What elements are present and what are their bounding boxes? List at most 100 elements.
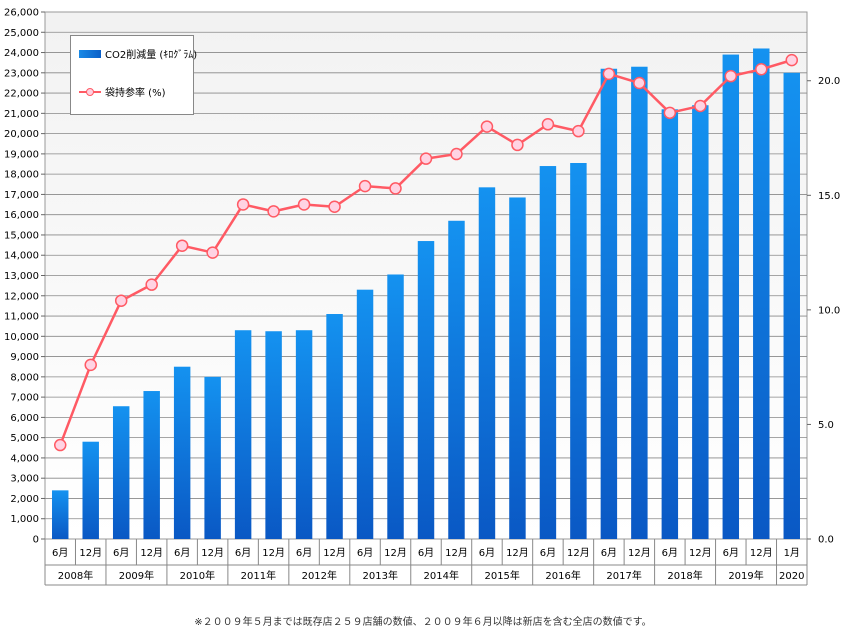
- rate-point: [572, 124, 585, 138]
- x-year-label: 2015年: [484, 569, 519, 582]
- rate-point: [206, 246, 219, 259]
- bar: [112, 406, 130, 539]
- x-tick-label: 6月: [113, 547, 129, 559]
- left-tick-label: 15,000: [4, 230, 39, 241]
- left-tick-label: 23,000: [4, 68, 39, 79]
- x-tick-label: 6月: [174, 547, 190, 559]
- x-year-label: 2008年: [58, 569, 93, 582]
- bar: [600, 68, 618, 539]
- left-tick-label: 0: [33, 535, 39, 546]
- left-tick-label: 11,000: [4, 312, 39, 323]
- x-tick-label: 12月: [689, 547, 712, 559]
- left-tick-label: 25,000: [4, 28, 39, 39]
- bar: [570, 163, 587, 539]
- left-tick-label: 8,000: [10, 372, 39, 383]
- x-year-label: 2017年: [606, 569, 641, 582]
- x-tick-label: 12月: [628, 547, 651, 559]
- legend-item-bar: CO2削減量 (ｷﾛｸﾞﾗﾑ): [79, 46, 197, 61]
- bar: [387, 274, 404, 539]
- rate-point: [297, 198, 311, 211]
- bar: [753, 48, 770, 539]
- rate-point: [267, 205, 280, 218]
- left-tick-label: 9,000: [10, 352, 39, 363]
- rate-point: [724, 69, 738, 83]
- left-tick-label: 2,000: [10, 494, 39, 505]
- rate-point: [358, 179, 372, 193]
- rate-point: [114, 294, 128, 307]
- x-tick-label: 12月: [201, 547, 224, 559]
- right-tick-label: 5.0: [818, 420, 834, 431]
- left-tick-label: 12,000: [4, 291, 39, 302]
- x-tick-label: 12月: [323, 547, 346, 559]
- bar: [173, 366, 191, 539]
- x-year-label: 2010年: [180, 569, 215, 582]
- x-tick-label: 12月: [567, 547, 590, 559]
- x-year-label: 2018年: [667, 569, 702, 582]
- x-tick-label: 6月: [357, 547, 373, 559]
- left-tick-label: 1,000: [10, 514, 39, 525]
- x-tick-label: 6月: [540, 547, 556, 559]
- right-axis: 0.0 5.0 10.0 15.0 20.0: [807, 76, 840, 546]
- bar: [52, 490, 69, 539]
- left-tick-label: 19,000: [4, 149, 39, 160]
- x-tick-label: 12月: [79, 547, 102, 559]
- x-year-label: 2009年: [119, 569, 154, 582]
- rate-point: [663, 106, 677, 120]
- rate-point: [450, 147, 463, 161]
- x-tick-label: 12月: [384, 547, 407, 559]
- bar: [204, 376, 221, 539]
- right-tick-label: 20.0: [818, 76, 840, 87]
- x-year-label: 2020: [779, 571, 804, 582]
- rate-point: [389, 182, 402, 195]
- rate-point: [602, 67, 616, 81]
- x-year-label: 2019年: [728, 569, 763, 582]
- rate-point: [694, 99, 707, 113]
- bar: [783, 72, 800, 540]
- x-tick-label: 6月: [723, 547, 739, 559]
- left-tick-label: 7,000: [10, 393, 39, 404]
- legend-item-line: 袋持参率 (%): [79, 84, 165, 99]
- right-tick-label: 15.0: [818, 191, 840, 202]
- left-tick-label: 14,000: [4, 251, 39, 262]
- rate-point: [633, 76, 646, 90]
- bar: [265, 331, 282, 539]
- left-tick-label: 3,000: [10, 474, 39, 485]
- left-tick-label: 26,000: [4, 8, 39, 19]
- rate-point: [480, 120, 494, 133]
- legend-bar-swatch: [79, 49, 101, 58]
- left-tick-label: 18,000: [4, 170, 39, 181]
- bar: [356, 289, 374, 539]
- x-tick-label: 6月: [52, 547, 68, 559]
- left-tick-label: 24,000: [4, 48, 39, 59]
- x-year-label: 2012年: [302, 569, 337, 582]
- bar: [661, 109, 679, 540]
- left-tick-label: 17,000: [4, 190, 39, 201]
- bar: [448, 220, 465, 539]
- x-tick-label: 6月: [418, 547, 434, 559]
- left-tick-label: 6,000: [10, 413, 39, 424]
- legend-bar-label: CO2削減量 (ｷﾛｸﾞﾗﾑ): [105, 50, 198, 61]
- x-tick-label: 12月: [506, 547, 529, 559]
- rate-point: [785, 53, 799, 67]
- x-tick-label: 12月: [445, 547, 468, 559]
- bar: [234, 330, 252, 539]
- rate-point: [541, 118, 555, 131]
- left-tick-label: 20,000: [4, 129, 39, 140]
- bar-series: [52, 48, 800, 540]
- left-tick-label: 13,000: [4, 271, 39, 282]
- left-tick-label: 10,000: [4, 332, 39, 343]
- bar: [82, 441, 99, 539]
- rate-point: [236, 198, 250, 211]
- x-tick-label: 6月: [662, 547, 678, 559]
- x-tick-label: 12月: [262, 547, 285, 559]
- bar: [692, 105, 709, 539]
- left-tick-label: 16,000: [4, 210, 39, 221]
- rate-point: [328, 200, 341, 214]
- bar: [509, 197, 526, 540]
- left-axis: 0 1,000 2,000 3,000 4,000 5,000 6,000 7,000 8,00…: [4, 8, 45, 546]
- x-year-label: 2013年: [363, 569, 398, 582]
- bar: [417, 241, 435, 540]
- bar: [478, 187, 496, 539]
